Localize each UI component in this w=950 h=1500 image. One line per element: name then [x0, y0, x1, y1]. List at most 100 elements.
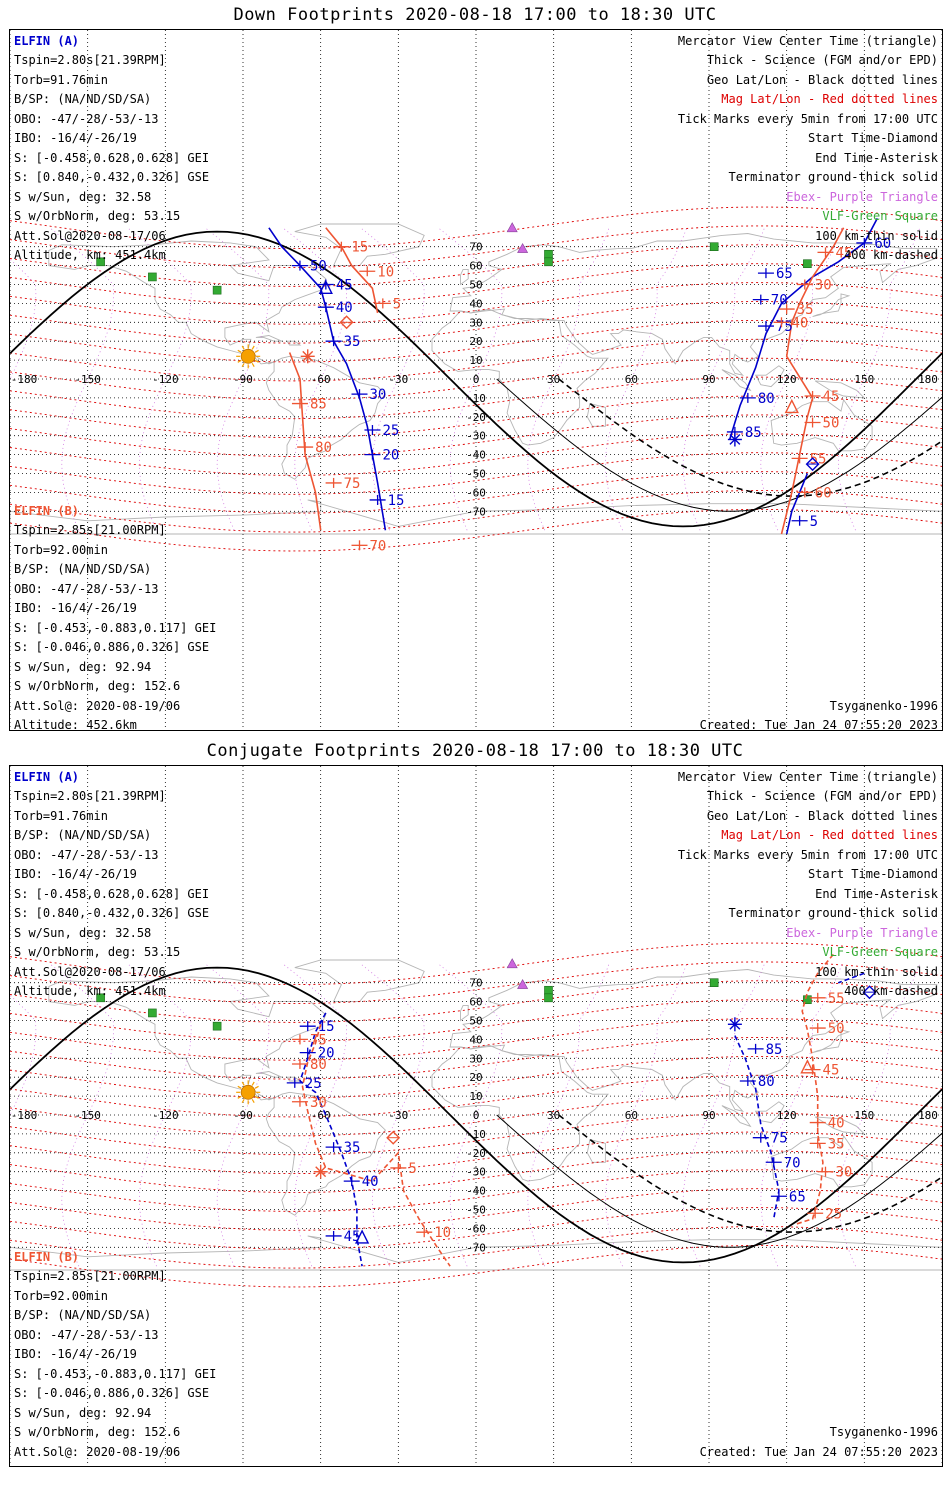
coastline	[295, 960, 424, 1002]
elfin-a-line: Att.Sol@2020-08-17/06	[14, 965, 166, 980]
elfin-b-tick-label: 60	[815, 485, 832, 501]
elfin-a-tick-label: 25	[305, 1076, 322, 1092]
elfin-a-line: S: [0.840,-0.432,0.326] GSE	[14, 170, 209, 185]
legend-line: Terminator ground-thick solid	[728, 906, 938, 921]
legend-line: Thick - Science (FGM and/or EPD)	[707, 53, 938, 68]
coastline	[432, 1045, 608, 1181]
elfin-a-line: S w/OrbNorm, deg: 53.15	[14, 945, 180, 960]
sun-ray	[238, 350, 241, 352]
elfin-b-tick-label: 15	[351, 240, 368, 256]
elfin-a-track	[735, 1036, 779, 1219]
elfin-b-line: S w/OrbNorm, deg: 152.6	[14, 679, 180, 694]
elfin-b-tick-label: 80	[310, 1057, 327, 1073]
ebex-triangle-icon	[507, 223, 517, 232]
lat-tick-label: -70	[466, 1241, 486, 1254]
vlf-square-icon	[803, 260, 811, 268]
elfin-b-line: Att.Sol@: 2020-08-19/06	[14, 699, 180, 714]
elfin-a-tick-label: 65	[789, 1189, 806, 1205]
elfin-a-tick-label: 20	[382, 448, 399, 464]
elfin-a-line: S: [-0.458,0.628,0.628] GEI	[14, 151, 209, 166]
lat-tick-label: 10	[469, 354, 482, 367]
lon-tick-label: -120	[152, 373, 179, 386]
legend-line: Mercator View Center Time (triangle)	[678, 34, 938, 49]
elfin-a-tick-label: 40	[362, 1174, 379, 1190]
lat-tick-label: -70	[466, 505, 486, 518]
elfin-a-tick-label: 50	[310, 259, 327, 275]
elfin-a-line: S w/Sun, deg: 32.58	[14, 190, 151, 205]
legend-line: Thick - Science (FGM and/or EPD)	[707, 789, 938, 804]
lon-tick-label: 60	[625, 1109, 638, 1122]
elfin-a-line: S w/OrbNorm, deg: 53.15	[14, 209, 180, 224]
legend-line: 100 km-thin solid	[815, 965, 938, 980]
elfin-b-line: B/SP: (NA/ND/SD/SA)	[14, 562, 151, 577]
elfin-a-line: B/SP: (NA/ND/SD/SA)	[14, 828, 151, 843]
lat-tick-label: 10	[469, 1090, 482, 1103]
elfin-b-line: S w/Sun, deg: 92.94	[14, 1406, 151, 1421]
legend-line: VLF-Green Square	[822, 209, 938, 224]
elfin-a-line: Tspin=2.80s[21.39RPM]	[14, 53, 166, 68]
elfin-b-line: OBO: -47/-28/-53/-13	[14, 1328, 159, 1343]
lat-tick-label: 60	[469, 996, 482, 1009]
elfin-a-line: Altitude, km: 451.4km	[14, 248, 166, 263]
center-triangle-icon	[801, 1061, 813, 1073]
vlf-square-icon	[544, 994, 552, 1002]
elfin-a-tick-label: 35	[344, 334, 361, 350]
legend-line: Geo Lat/Lon - Black dotted lines	[707, 73, 938, 88]
sun-ray	[238, 1086, 241, 1088]
lat-tick-label: 20	[469, 1071, 482, 1084]
elfin-b-tick-label: 5	[408, 1161, 416, 1177]
coastline	[461, 1005, 469, 1020]
sun-icon	[241, 1085, 255, 1099]
elfin-a-tick-label: 70	[771, 293, 788, 309]
legend-line: Start Time-Diamond	[808, 867, 938, 882]
panel-title: Conjugate Footprints 2020-08-18 17:00 to…	[0, 741, 950, 761]
lat-tick-label: 40	[469, 1033, 482, 1046]
lon-tick-label: -60	[311, 373, 331, 386]
lon-tick-label: 150	[854, 1109, 874, 1122]
coastline	[432, 309, 608, 445]
elfin-a-tick-label: 25	[382, 423, 399, 439]
legend-line: 100 km-thin solid	[815, 229, 938, 244]
lon-tick-label: 60	[625, 373, 638, 386]
coastline	[813, 294, 849, 317]
lat-tick-label: -60	[466, 486, 486, 499]
lon-tick-label: 30	[547, 1109, 560, 1122]
legend-line: VLF-Green Square	[822, 945, 938, 960]
lon-tick-label: -150	[74, 1109, 101, 1122]
lon-tick-label: 120	[777, 1109, 797, 1122]
vlf-square-icon	[544, 250, 552, 258]
elfin-b-tick-label: 75	[310, 1032, 327, 1048]
vlf-square-icon	[213, 286, 221, 294]
sun-ray	[252, 363, 254, 366]
sun-icon	[241, 349, 255, 363]
elfin-b-line: S: [-0.453,-0.883,0.117] GEI	[14, 621, 216, 636]
coastline	[722, 370, 751, 391]
elfin-b-line: S: [-0.046,0.886,0.326] GSE	[14, 1386, 209, 1401]
terminator-100km	[497, 1097, 942, 1248]
elfin-a-tick-label: 65	[776, 266, 793, 282]
map-canvas: -180 -150 -120 -90 -60 -30 0 30 60 90 120 150 180706…	[10, 766, 942, 1466]
elfin-b-tick-label: 75	[344, 476, 361, 492]
elfin-b-tick-label: 50	[823, 415, 840, 431]
lon-tick-label: 90	[702, 373, 715, 386]
lat-tick-label: -40	[466, 1185, 486, 1198]
legend-line: 400 km-dashed	[844, 984, 938, 999]
mag-meridian	[683, 228, 764, 530]
elfin-a-tick-label: 40	[336, 300, 353, 316]
elfin-a-label: ELFIN (A)	[14, 770, 79, 785]
lat-tick-label: -50	[466, 1204, 486, 1217]
elfin-a-tick-label: 45	[336, 278, 353, 294]
elfin-b-tick-label: 55	[828, 991, 845, 1007]
lon-tick-label: -180	[11, 1109, 38, 1122]
ebex-triangle-icon	[507, 959, 517, 968]
elfin-b-tick-label: 85	[310, 397, 327, 413]
elfin-b-line: B/SP: (NA/ND/SD/SA)	[14, 1308, 151, 1323]
legend-line: Mag Lat/Lon - Red dotted lines	[721, 828, 938, 843]
center-triangle-icon	[786, 400, 798, 412]
elfin-a-tick-label: 85	[745, 425, 762, 441]
vlf-square-icon	[544, 258, 552, 266]
vlf-square-icon	[544, 986, 552, 994]
elfin-b-tick-label: 70	[370, 538, 387, 554]
panel-title: Down Footprints 2020-08-18 17:00 to 18:3…	[0, 5, 950, 25]
legend-line: Ebex- Purple Triangle	[786, 926, 938, 941]
